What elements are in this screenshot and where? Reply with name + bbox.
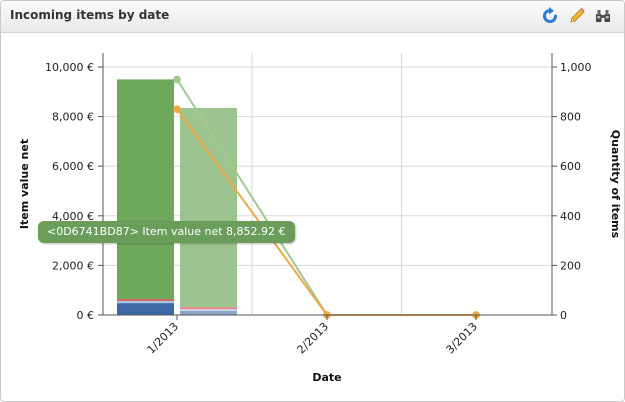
y-tick-label: 6,000 € (52, 160, 94, 173)
y2-tick-label: 1,000 (560, 61, 592, 74)
bar-segment (180, 310, 237, 315)
y-tick-label: 2,000 € (52, 259, 94, 272)
binoculars-icon[interactable] (594, 7, 612, 25)
bar-segment (117, 299, 174, 301)
y-tick-label: 8,000 € (52, 111, 94, 124)
refresh-icon[interactable] (541, 7, 559, 25)
y2-tick-label: 400 (560, 210, 581, 223)
bar-segment (180, 107, 237, 308)
y-tick-label: 4,000 € (52, 210, 94, 223)
y2-tick-label: 200 (560, 259, 581, 272)
bar-segment (117, 303, 174, 315)
panel-header: Incoming items by date (1, 1, 624, 33)
bar-segment (180, 309, 237, 311)
y2-axis-title: Quantity of items (609, 130, 622, 239)
y2-tick-label: 800 (560, 111, 581, 124)
y2-tick-label: 0 (560, 309, 567, 322)
x-axis-title: Date (312, 371, 341, 384)
series-point (173, 75, 181, 84)
y2-tick-label: 600 (560, 160, 581, 173)
bar-segment (180, 307, 237, 310)
pencil-icon[interactable] (568, 7, 586, 25)
y-tick-label: 10,000 € (45, 61, 94, 74)
bar-segment (117, 300, 174, 304)
x-tick-label: 1/2013 (145, 320, 182, 357)
series-point (173, 105, 181, 113)
y-axis-title: Item value net (18, 139, 31, 229)
bar-segment (117, 79, 174, 300)
x-tick-label: 3/2013 (444, 320, 481, 357)
panel-title: Incoming items by date (10, 8, 170, 22)
x-tick-label: 2/2013 (295, 320, 332, 357)
chart-tooltip: <0D6741BD87> Item value net 8,852.92 € (38, 221, 295, 243)
y-tick-label: 0 € (77, 309, 95, 322)
